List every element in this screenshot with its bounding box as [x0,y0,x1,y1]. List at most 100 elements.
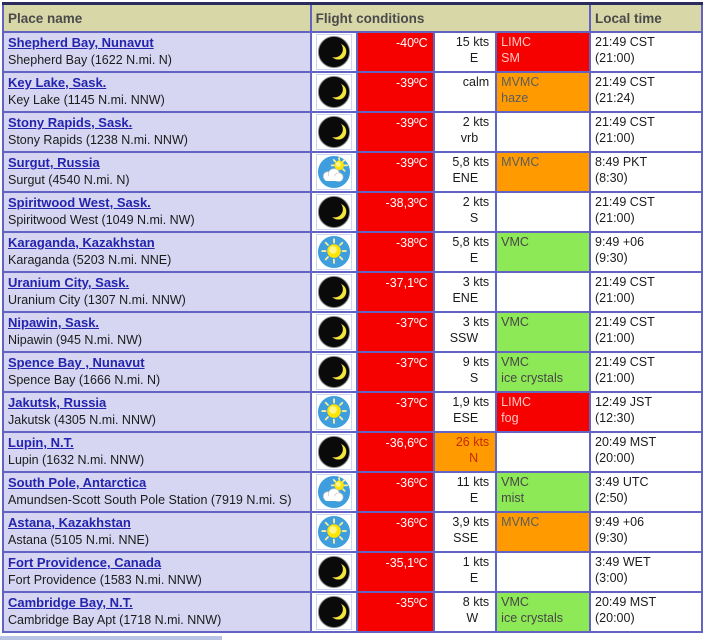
temperature-cell: -35ºC [356,591,435,633]
table-row: Cambridge Bay, N.T. Cambridge Bay Apt (1… [2,591,703,633]
wind-speed: 5,8 kts [452,155,490,169]
table-row: Karaganda, Kazakhstan Karaganda (5203 N.… [2,231,703,273]
local-time-offset: (21:24) [595,91,635,105]
local-time: 20:49 MST [595,595,657,609]
local-time-offset: (8:30) [595,171,628,185]
wind-cell: 15 kts E [432,31,498,73]
temperature-cell: -38,3ºC [356,191,435,233]
place-cell: Uranium City, Sask. Uranium City (1307 N… [2,271,312,313]
local-time-offset: (9:30) [595,531,628,545]
wind-direction: S [469,371,479,385]
wind-direction: E [469,491,479,505]
place-link[interactable]: Uranium City, Sask. [8,275,130,290]
moon-icon [315,34,352,70]
wind-cell: 26 kts N [432,431,498,473]
table-row: Shepherd Bay, Nunavut Shepherd Bay (1622… [2,31,703,73]
place-link[interactable]: Surgut, Russia [8,155,100,170]
wind-cell: 3 kts ENE [432,271,498,313]
condition-code: MVMC [501,75,540,89]
local-time-offset: (21:00) [595,211,635,225]
place-link[interactable]: Cambridge Bay, N.T. [8,595,133,610]
local-time-cell: 21:49 CST (21:00) [589,191,703,233]
wind-cell: 5,8 kts ENE [432,151,498,193]
condition-description: mist [501,491,525,505]
place-link[interactable]: Key Lake, Sask. [8,75,107,90]
place-cell: Spence Bay , Nunavut Spence Bay (1666 N.… [2,351,312,393]
temperature-cell: -37ºC [356,391,435,433]
local-time: 21:49 CST [595,355,655,369]
place-link[interactable]: Lupin, N.T. [8,435,74,450]
temperature-cell: -37ºC [356,311,435,353]
local-time: 21:49 CST [595,35,655,49]
wind-direction: SSE [453,531,479,545]
condition-code: VMC [501,315,529,329]
table-row: Fort Providence, Canada Fort Providence … [2,551,703,593]
temperature-cell: -39ºC [356,71,435,113]
place-detail: Spence Bay (1666 N.mi. N) [8,373,161,387]
local-time-cell: 3:49 WET (3:00) [589,551,703,593]
weather-icon-cell [309,511,359,553]
temperature-cell: -40ºC [356,31,435,73]
local-time-cell: 12:49 JST (12:30) [589,391,703,433]
place-cell: Spiritwood West, Sask. Spiritwood West (… [2,191,312,233]
weather-icon-cell [309,191,359,233]
local-time-cell: 9:49 +06 (9:30) [589,231,703,273]
place-cell: Shepherd Bay, Nunavut Shepherd Bay (1622… [2,31,312,73]
weather-icon-cell [309,151,359,193]
table-row: Key Lake, Sask. Key Lake (1145 N.mi. NNW… [2,71,703,113]
place-detail: Key Lake (1145 N.mi. NNW) [8,93,165,107]
place-link[interactable]: Spiritwood West, Sask. [8,195,151,210]
local-time: 21:49 CST [595,115,655,129]
place-link[interactable]: Spence Bay , Nunavut [8,355,145,370]
place-link[interactable]: Nipawin, Sask. [8,315,100,330]
local-time-cell: 21:49 CST (21:00) [589,111,703,153]
wind-cell: 11 kts E [432,471,498,513]
place-link[interactable]: Stony Rapids, Sask. [8,115,133,130]
wind-speed: 2 kts [462,115,490,129]
wind-cell: calm [432,71,498,113]
weather-icon-cell [309,551,359,593]
condition-code: VMC [501,475,529,489]
condition-code: MVMC [501,515,540,529]
table-row: South Pole, Antarctica Amundsen-Scott So… [2,471,703,513]
condition-description: fog [501,411,519,425]
place-detail: Astana (5105 N.mi. NNE) [8,533,150,547]
moon-icon [315,114,352,150]
place-link[interactable]: Astana, Kazakhstan [8,515,131,530]
table-row: Astana, Kazakhstan Astana (5105 N.mi. NN… [2,511,703,553]
local-time-cell: 20:49 MST (20:00) [589,591,703,633]
place-cell: South Pole, Antarctica Amundsen-Scott So… [2,471,312,513]
sun-cloud-icon [315,474,352,510]
header-row: Place name Flight conditions Local time [2,2,703,33]
flight-condition-cell: MVMC [495,151,592,193]
place-link[interactable]: South Pole, Antarctica [8,475,147,490]
place-cell: Nipawin, Sask. Nipawin (945 N.mi. NW) [2,311,312,353]
local-time: 21:49 CST [595,275,655,289]
weather-icon-cell [309,71,359,113]
place-detail: Shepherd Bay (1622 N.mi. N) [8,53,172,67]
flight-condition-cell [495,431,592,473]
flight-condition-cell: MVMC [495,511,592,553]
place-link[interactable]: Fort Providence, Canada [8,555,162,570]
header-flight-conditions: Flight conditions [309,2,592,33]
horizontal-scrollbar-thumb[interactable] [0,636,222,640]
place-link[interactable]: Karaganda, Kazakhstan [8,235,155,250]
place-link[interactable]: Jakutsk, Russia [8,395,107,410]
wind-direction: E [469,571,479,585]
table-row: Lupin, N.T. Lupin (1632 N.mi. NNW) -36,6… [2,431,703,473]
table-row: Jakutsk, Russia Jakutsk (4305 N.mi. NNW)… [2,391,703,433]
flight-condition-cell [495,191,592,233]
table-row: Uranium City, Sask. Uranium City (1307 N… [2,271,703,313]
wind-speed: 26 kts [455,435,490,449]
flight-condition-cell: VMC ice crystals [495,591,592,633]
flight-condition-cell: VMC ice crystals [495,351,592,393]
sun-icon [315,234,352,270]
table-row: Stony Rapids, Sask. Stony Rapids (1238 N… [2,111,703,153]
local-time: 9:49 +06 [595,515,645,529]
place-link[interactable]: Shepherd Bay, Nunavut [8,35,154,50]
condition-code: VMC [501,235,529,249]
local-time-offset: (21:00) [595,51,635,65]
local-time-cell: 3:49 UTC (2:50) [589,471,703,513]
temperature-cell: -39ºC [356,111,435,153]
flight-condition-cell: LIMC SM [495,31,592,73]
